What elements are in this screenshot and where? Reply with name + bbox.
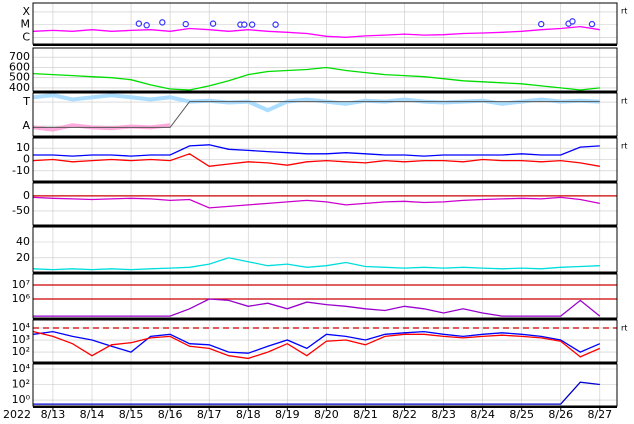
y-tick-label: 10: [16, 141, 30, 154]
x-tick-label: 8/25: [509, 408, 534, 421]
panel-frame: [32, 2, 618, 45]
flare-marker: [182, 20, 189, 28]
series-line: [33, 144, 600, 157]
y-tick-label: 10⁶: [12, 292, 31, 305]
x-tick-label: 8/18: [236, 408, 261, 421]
y-tick-label: -10: [12, 164, 30, 177]
x-tick-label: 8/27: [587, 408, 612, 421]
panel-frame: [32, 182, 618, 226]
flare-marker: [241, 21, 248, 28]
y-tick-label: 0: [23, 153, 30, 166]
series-line: [33, 101, 600, 128]
y-tick-label: A: [22, 119, 30, 132]
flare-marker: [569, 18, 576, 25]
y-tick-label: X: [22, 5, 30, 18]
x-tick-label: 8/15: [119, 408, 144, 421]
series-line: [33, 381, 600, 405]
x-tick-label: 8/19: [275, 408, 300, 421]
x-tick-label: 8/16: [158, 408, 183, 421]
panel-note: rt: [621, 97, 627, 106]
series-line: [33, 298, 601, 317]
x-tick-label: 8/20: [314, 408, 339, 421]
series-line: [33, 257, 600, 271]
y-tick-label: 400: [9, 81, 30, 94]
y-tick-label: 0: [23, 189, 30, 202]
y-tick-label: 10³: [12, 333, 30, 346]
y-tick-label: 10⁴: [12, 321, 31, 334]
y-tick-label: 10⁰: [12, 393, 31, 406]
panel-note: rt: [621, 324, 627, 333]
y-tick-label: 10²: [12, 378, 30, 391]
x-tick-label: 8/23: [431, 408, 456, 421]
y-tick-label: -50: [12, 204, 30, 217]
y-tick-label: 10²: [12, 345, 30, 358]
y-tick-label: T: [22, 95, 30, 108]
y-tick-label: 600: [9, 60, 30, 73]
series-line: [33, 153, 600, 167]
y-tick-label: 40: [16, 235, 30, 248]
y-tick-label: 700: [9, 50, 30, 63]
x-tick-label: 8/24: [470, 408, 495, 421]
y-tick-label: 20: [16, 251, 30, 264]
series-line: [33, 66, 600, 91]
x-tick-label: 8/14: [80, 408, 105, 421]
panel-note: rt: [621, 142, 627, 151]
flare-marker: [248, 21, 256, 28]
y-tick-label: 10⁷: [12, 278, 30, 291]
flare-marker: [538, 20, 545, 28]
series-line: [33, 93, 600, 113]
series-line: [33, 330, 601, 354]
x-tick-label: 8/21: [353, 408, 378, 421]
flare-marker: [143, 22, 150, 29]
y-tick-label: M: [21, 18, 31, 31]
flare-marker: [588, 20, 596, 28]
y-tick-label: 500: [9, 71, 30, 84]
y-tick-label: 10⁴: [12, 362, 31, 375]
panel-frame: [32, 363, 618, 407]
y-tick-label: C: [22, 30, 30, 43]
series-line: [33, 25, 600, 38]
flare-marker: [209, 20, 217, 27]
panel-frame: [32, 319, 618, 363]
x-tick-label: 8/13: [41, 408, 66, 421]
year-label: 2022: [3, 408, 31, 421]
panel-frame: [32, 273, 618, 319]
x-tick-label: 8/22: [392, 408, 417, 421]
flare-marker: [159, 19, 166, 26]
flare-marker: [135, 20, 143, 27]
series-line: [33, 330, 601, 360]
x-tick-label: 8/17: [197, 408, 222, 421]
x-tick-label: 8/26: [548, 408, 573, 421]
series-line: [33, 196, 600, 209]
panel-note: rt: [621, 7, 627, 16]
flare-marker: [272, 21, 279, 28]
